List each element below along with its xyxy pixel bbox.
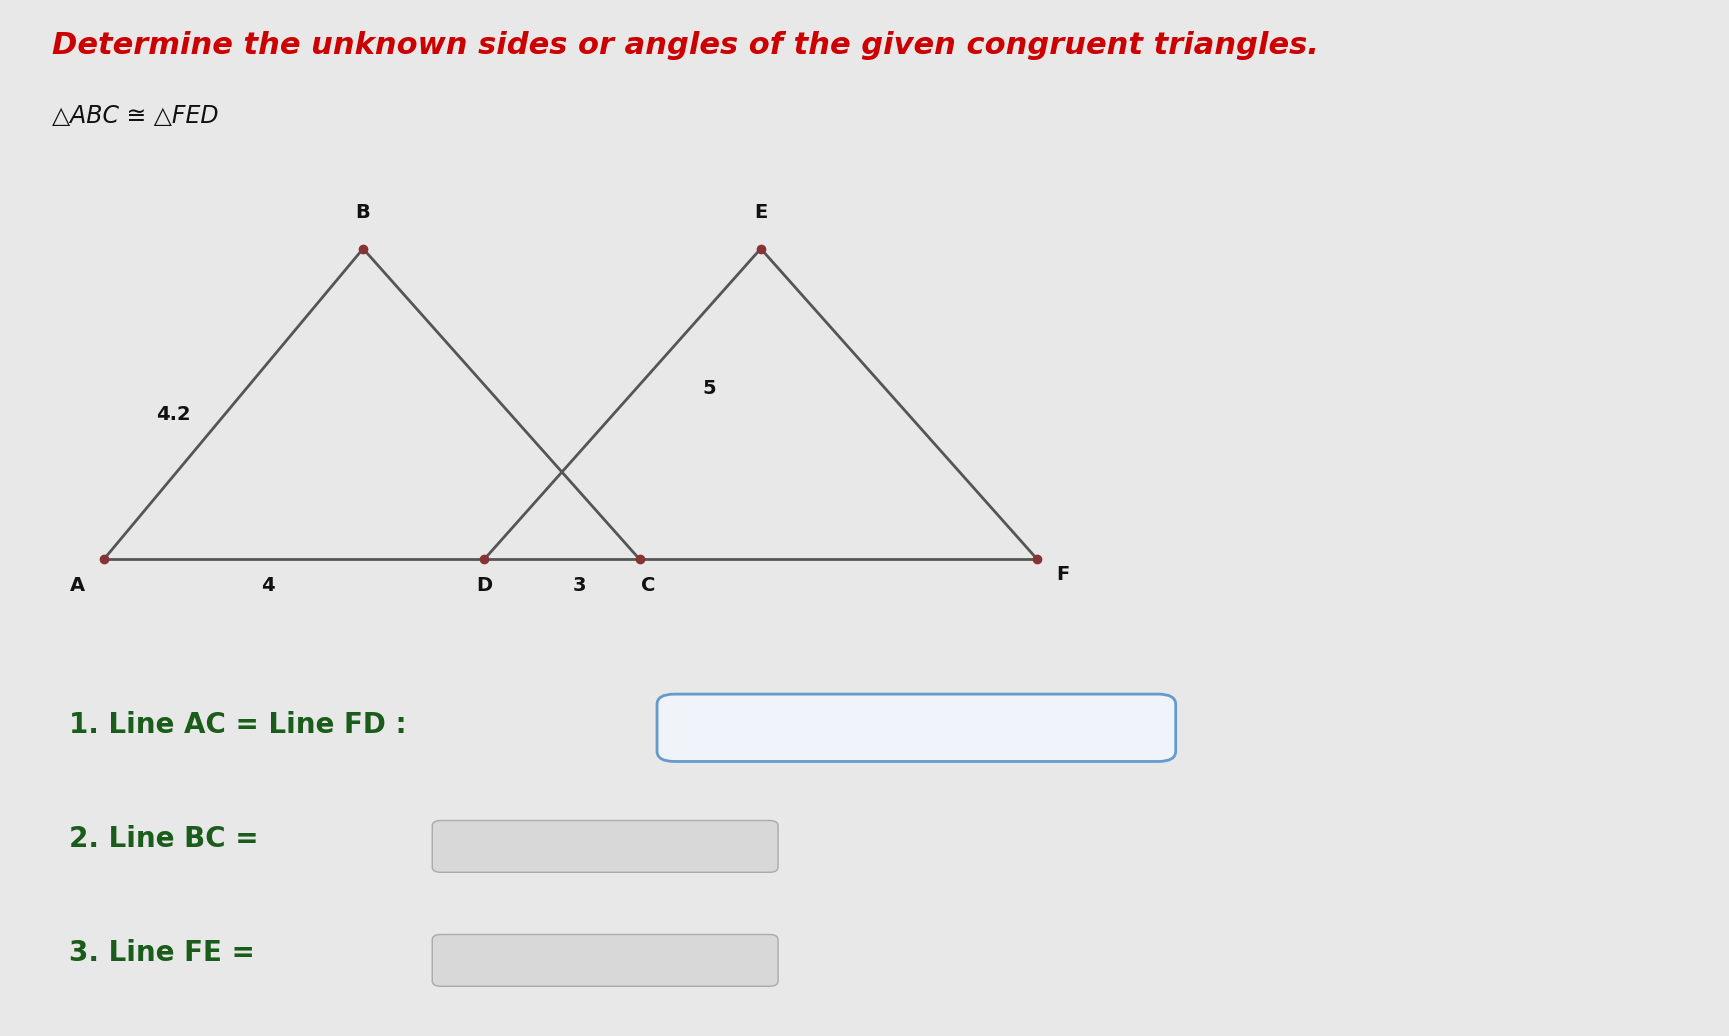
FancyBboxPatch shape: [432, 934, 778, 986]
FancyBboxPatch shape: [432, 821, 778, 872]
Text: 3: 3: [572, 576, 586, 595]
Text: B: B: [356, 203, 370, 222]
Text: F: F: [1056, 566, 1070, 584]
Text: C: C: [641, 576, 655, 595]
Text: 2. Line BC =: 2. Line BC =: [69, 825, 259, 854]
Text: E: E: [754, 203, 768, 222]
Text: A: A: [71, 576, 85, 595]
Text: 1. Line AC = Line FD :: 1. Line AC = Line FD :: [69, 711, 406, 740]
Text: △ABC ≅ △FED: △ABC ≅ △FED: [52, 104, 218, 127]
Text: 4.2: 4.2: [156, 405, 190, 424]
Text: D: D: [475, 576, 493, 595]
Text: Determine the unknown sides or angles of the given congruent triangles.: Determine the unknown sides or angles of…: [52, 31, 1319, 60]
Text: 5: 5: [702, 379, 716, 398]
Text: 4: 4: [261, 576, 275, 595]
Text: 3. Line FE =: 3. Line FE =: [69, 939, 256, 968]
FancyBboxPatch shape: [657, 694, 1176, 761]
